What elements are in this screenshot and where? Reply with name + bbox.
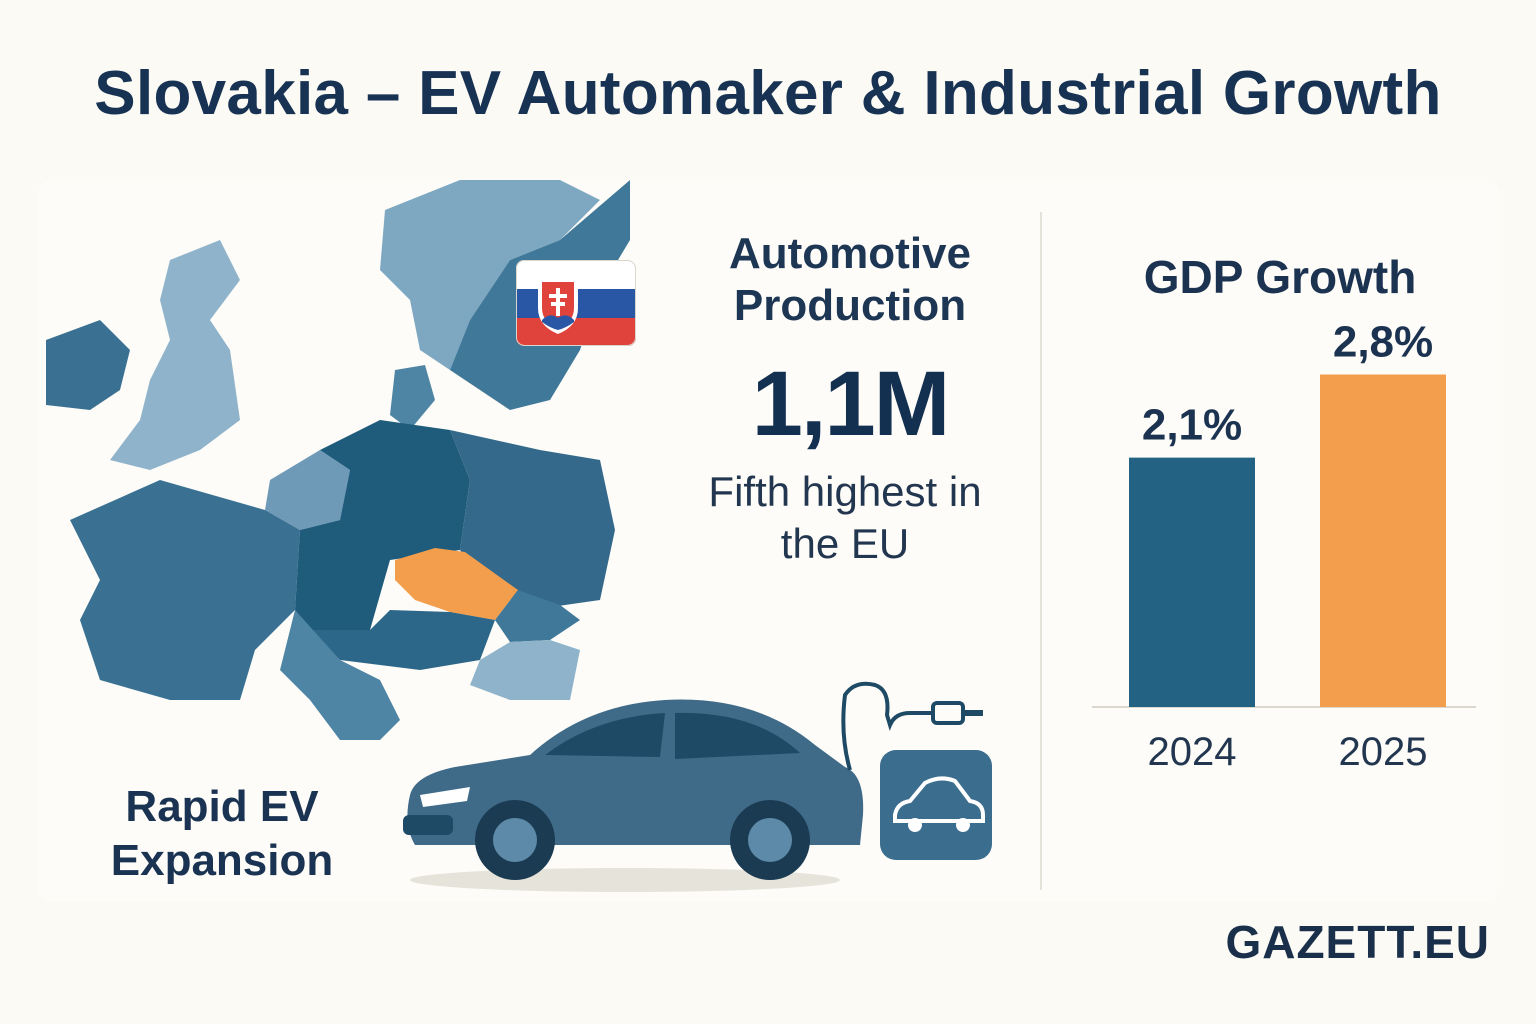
map-region-britain	[110, 240, 240, 470]
ev-charger-icon	[880, 750, 992, 860]
production-note: Fifth highest in the EU	[708, 468, 982, 567]
map-region-poland	[450, 430, 615, 610]
map-region-france	[70, 480, 300, 700]
map-region-germany	[295, 420, 470, 630]
panel-divider	[1040, 212, 1042, 890]
brand-logo: GAZETT.EU	[1225, 916, 1490, 968]
production-heading: Automotive Production	[729, 229, 971, 330]
map-region-norway	[380, 180, 600, 370]
bar-2024	[1129, 457, 1255, 707]
data-label-2024: 2,1%	[1142, 401, 1242, 450]
slovakia-flag-icon	[516, 260, 636, 346]
map-region-denmark	[390, 365, 435, 430]
gdp-bar-chart: 2,1% 2024 2,8% 2025	[1092, 320, 1476, 774]
page-title: Slovakia – EV Automaker & Industrial Gro…	[94, 59, 1442, 128]
map-region-italy	[280, 610, 400, 740]
map-region-austria	[310, 610, 495, 670]
gdp-chart-title: GDP Growth	[1143, 251, 1417, 303]
production-value: 1,1M	[751, 353, 951, 455]
map-region-czechia	[395, 548, 518, 620]
ev-expansion-label: Rapid EV Expansion	[110, 782, 334, 885]
map-region-ireland	[46, 320, 130, 410]
map-region-slovakia	[495, 590, 580, 642]
bar-2025	[1320, 374, 1446, 707]
tick-label-2025: 2025	[1339, 730, 1428, 774]
map-region-hungary	[470, 640, 580, 700]
electric-car-icon	[403, 681, 992, 892]
data-label-2025: 2,8%	[1333, 320, 1433, 367]
tick-label-2024: 2024	[1148, 730, 1237, 774]
map-region-benelux	[265, 450, 350, 530]
